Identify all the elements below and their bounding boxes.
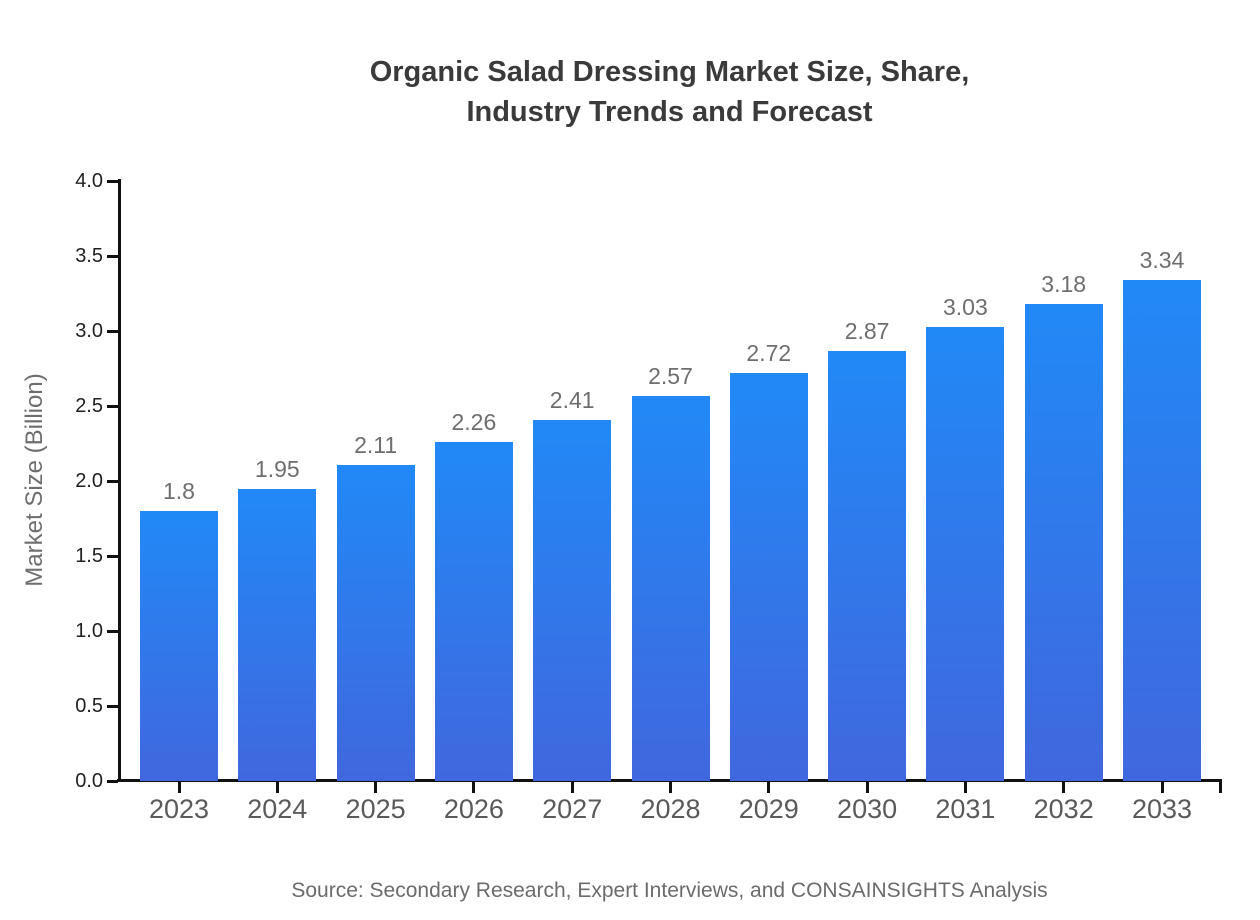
y-tick — [107, 479, 118, 483]
y-tick-label: 0.5 — [75, 695, 103, 717]
bar-value-label: 2.57 — [648, 362, 693, 389]
bar-value-label: 2.72 — [746, 340, 792, 366]
y-tick — [107, 554, 118, 558]
chart-title: Organic Salad Dressing Market Size, Shar… — [117, 52, 1222, 132]
y-tick-label: 3.0 — [75, 320, 103, 342]
x-tick-label: 2026 — [443, 794, 504, 824]
x-tick-label: 2023 — [148, 794, 210, 824]
y-tick-label: 2.0 — [75, 470, 103, 492]
y-tick — [107, 779, 118, 783]
x-tick-label: 2025 — [345, 794, 406, 824]
x-tick-label: 2029 — [738, 794, 799, 824]
x-tick — [472, 782, 476, 793]
x-tick-label: 2028 — [640, 794, 701, 824]
x-tick-label: 2024 — [247, 794, 308, 824]
bar — [238, 488, 317, 781]
y-tick — [107, 179, 118, 183]
x-tick — [767, 782, 771, 793]
bar-value-label: 1.95 — [254, 455, 300, 482]
x-tick — [963, 782, 967, 793]
bar-value-label: 2.26 — [451, 409, 497, 435]
bar — [828, 350, 907, 781]
x-tick-label: 2031 — [935, 794, 996, 824]
bar — [434, 442, 513, 781]
chart-title-line2: Industry Trends and Forecast — [466, 96, 873, 128]
y-axis-line — [118, 179, 121, 782]
y-tick-label: 1.5 — [75, 545, 103, 567]
y-tick — [107, 254, 118, 258]
x-axis-end-tick — [1219, 782, 1222, 793]
bar — [336, 464, 415, 781]
x-tick — [1160, 782, 1164, 793]
bar-value-label: 3.34 — [1139, 247, 1185, 273]
x-tick — [275, 782, 279, 793]
y-tick-label: 0.0 — [75, 770, 103, 792]
x-tick-label: 2033 — [1131, 794, 1193, 824]
bar-value-label: 1.8 — [163, 478, 195, 504]
bar-value-label: 2.11 — [354, 431, 398, 458]
y-tick — [107, 704, 118, 708]
x-tick-label: 2027 — [542, 794, 603, 824]
x-tick-label: 2030 — [837, 794, 898, 824]
bar — [1024, 304, 1103, 781]
x-tick — [374, 782, 378, 793]
x-tick — [865, 782, 869, 793]
y-tick-label: 3.5 — [75, 245, 103, 267]
y-tick-label: 4.0 — [75, 170, 103, 192]
x-tick-label: 2032 — [1033, 794, 1094, 824]
x-tick — [177, 782, 181, 793]
y-tick — [107, 329, 118, 333]
bar-value-label: 3.03 — [943, 293, 988, 320]
y-tick — [107, 629, 118, 633]
bar-value-label: 2.41 — [549, 386, 595, 413]
bar-value-label: 3.18 — [1041, 271, 1087, 297]
y-tick-label: 2.5 — [75, 395, 103, 417]
chart-title-line1: Organic Salad Dressing Market Size, Shar… — [369, 56, 970, 88]
bar — [140, 511, 218, 781]
x-tick — [570, 782, 574, 793]
bar — [926, 326, 1005, 781]
bar-value-label: 2.87 — [844, 317, 890, 344]
x-tick — [669, 782, 672, 793]
x-tick — [1062, 782, 1066, 793]
bar — [631, 395, 710, 781]
bar — [1123, 280, 1201, 781]
y-tick — [107, 404, 118, 408]
bar — [729, 373, 808, 781]
bar — [533, 419, 612, 781]
source-note: Source: Secondary Research, Expert Inter… — [291, 879, 1048, 902]
y-tick-label: 1.0 — [75, 620, 103, 642]
